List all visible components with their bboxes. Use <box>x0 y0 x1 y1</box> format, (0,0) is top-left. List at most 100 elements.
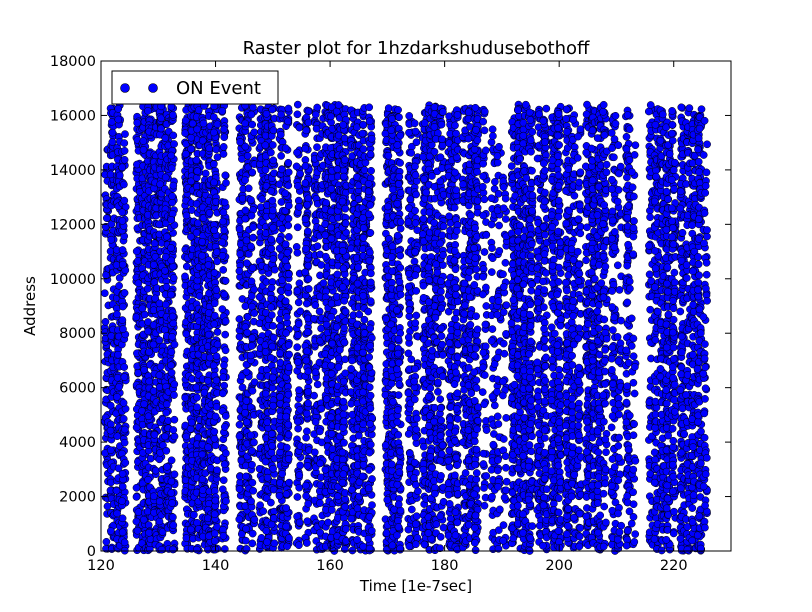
event-point <box>118 246 127 254</box>
event-point <box>192 228 201 237</box>
event-point <box>250 438 258 447</box>
event-point <box>248 264 257 272</box>
event-point <box>168 192 177 201</box>
event-point <box>235 332 244 341</box>
event-point <box>249 103 257 112</box>
event-point <box>182 432 191 441</box>
event-point <box>241 119 249 128</box>
event-point <box>120 538 129 547</box>
event-point <box>201 169 210 178</box>
event-point <box>341 219 350 228</box>
event-point <box>327 313 336 321</box>
event-point <box>304 499 313 508</box>
event-point <box>334 101 343 109</box>
event-point <box>149 492 158 501</box>
event-point <box>187 418 196 427</box>
event-point <box>146 454 155 463</box>
event-point <box>284 168 293 177</box>
event-point <box>304 194 313 203</box>
event-point <box>120 373 129 381</box>
event-point <box>170 140 178 148</box>
event-point <box>210 427 219 436</box>
event-point <box>170 470 179 479</box>
event-point <box>267 303 275 312</box>
event-point <box>112 486 121 495</box>
event-point <box>284 221 293 230</box>
event-point <box>278 469 287 478</box>
event-point <box>205 209 214 217</box>
event-point <box>269 464 277 473</box>
event-point <box>258 195 266 204</box>
event-point <box>261 141 270 150</box>
event-point <box>132 247 141 256</box>
event-point <box>327 413 335 422</box>
event-point <box>168 332 176 341</box>
event-point <box>303 461 312 470</box>
event-point <box>311 301 320 310</box>
event-point <box>241 536 250 545</box>
event-point <box>248 478 257 487</box>
event-point <box>210 226 219 235</box>
event-point <box>296 169 304 178</box>
event-point <box>219 532 228 540</box>
event-point <box>242 418 251 427</box>
event-point <box>219 266 228 274</box>
event-point <box>218 485 227 494</box>
event-point <box>246 351 255 360</box>
event-point <box>145 377 154 386</box>
event-point <box>221 317 230 326</box>
event-point <box>210 510 219 519</box>
event-point <box>132 313 141 321</box>
event-point <box>275 180 284 189</box>
event-point <box>321 252 330 261</box>
event-point <box>218 107 227 115</box>
event-point <box>341 204 350 213</box>
event-point <box>284 270 293 279</box>
event-point <box>155 383 164 392</box>
event-point <box>182 211 191 220</box>
event-point <box>338 283 347 291</box>
event-point <box>327 223 335 232</box>
event-point <box>222 449 230 458</box>
event-point <box>250 128 259 137</box>
event-point <box>249 486 258 495</box>
event-point <box>282 490 291 498</box>
event-point <box>144 327 152 336</box>
event-point <box>190 510 198 519</box>
event-point <box>354 431 363 440</box>
event-point <box>275 236 284 244</box>
event-point <box>162 408 171 417</box>
event-point <box>267 498 275 507</box>
event-point <box>114 115 123 124</box>
event-point <box>210 269 219 277</box>
event-point <box>170 415 179 424</box>
event-point <box>181 393 190 402</box>
event-point <box>167 164 176 173</box>
event-point <box>301 268 310 277</box>
event-point <box>210 529 219 538</box>
event-point <box>347 244 355 253</box>
event-point <box>186 425 195 433</box>
event-point <box>303 328 312 337</box>
event-point <box>210 537 219 545</box>
event-point <box>113 310 121 319</box>
event-point <box>341 502 349 511</box>
event-point <box>336 345 344 354</box>
event-point <box>304 367 313 376</box>
event-point <box>338 478 347 487</box>
event-point <box>340 417 348 426</box>
event-point <box>119 302 127 311</box>
event-point <box>269 223 277 232</box>
event-point <box>263 473 272 482</box>
event-point <box>303 347 311 356</box>
event-point <box>114 464 123 473</box>
event-point <box>354 263 362 272</box>
event-point <box>338 197 347 206</box>
event-point <box>169 426 178 434</box>
event-point <box>327 112 335 121</box>
event-point <box>236 250 245 258</box>
event-point <box>120 438 129 447</box>
event-point <box>303 409 311 418</box>
event-point <box>246 431 255 440</box>
